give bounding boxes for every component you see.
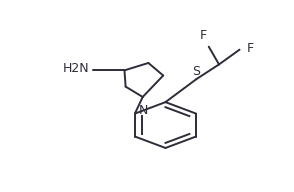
- Text: N: N: [139, 104, 148, 117]
- Text: F: F: [200, 29, 207, 42]
- Text: F: F: [246, 42, 253, 55]
- Text: S: S: [192, 65, 200, 79]
- Text: H2N: H2N: [63, 62, 89, 75]
